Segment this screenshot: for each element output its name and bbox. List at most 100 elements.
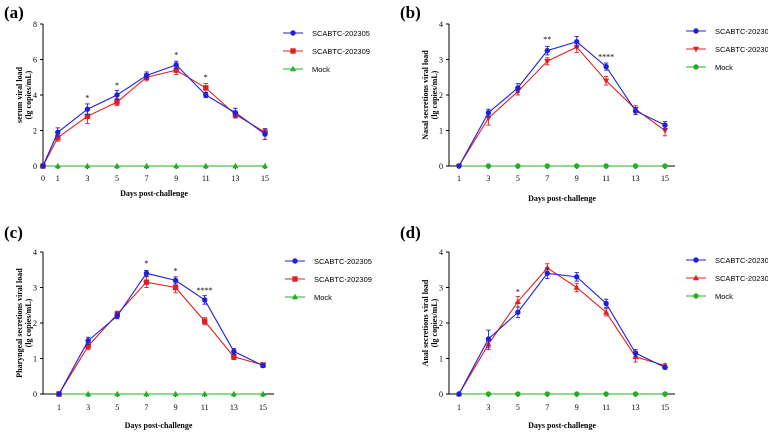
data-point bbox=[261, 162, 269, 169]
significance-label: * bbox=[174, 266, 178, 275]
data-point bbox=[632, 108, 639, 114]
legend-marker bbox=[289, 65, 297, 72]
data-point bbox=[231, 348, 237, 355]
x-tick-label: 5 bbox=[516, 403, 520, 412]
data-point bbox=[515, 391, 521, 397]
series-line bbox=[458, 46, 666, 167]
data-point bbox=[574, 391, 580, 397]
x-tick-label: 15 bbox=[661, 403, 669, 412]
data-point bbox=[56, 391, 62, 397]
significance-label: * bbox=[85, 93, 89, 102]
data-point bbox=[515, 309, 521, 316]
legend-marker bbox=[693, 293, 699, 299]
x-tick-label: 9 bbox=[174, 403, 178, 412]
x-tick-label: 13 bbox=[632, 174, 640, 183]
legend-marker bbox=[291, 293, 299, 300]
y-tick-label: 3 bbox=[439, 284, 443, 293]
significance-label: * bbox=[144, 259, 148, 268]
x-tick-label: 9 bbox=[575, 174, 579, 183]
legend-label: SCABTC-202309 bbox=[314, 275, 372, 284]
legend-label: Mock bbox=[715, 292, 733, 301]
x-tick-label: 0 bbox=[41, 174, 45, 183]
y-tick-label: 0 bbox=[439, 162, 443, 171]
data-point bbox=[662, 391, 668, 397]
x-tick-label: 9 bbox=[174, 174, 178, 183]
data-point bbox=[632, 163, 639, 169]
y-tick-label: 4 bbox=[33, 91, 37, 100]
data-point bbox=[544, 391, 550, 397]
y-tick-label: 8 bbox=[33, 20, 37, 29]
significance-label: **** bbox=[197, 286, 213, 295]
data-point bbox=[143, 390, 150, 397]
x-tick-label: 13 bbox=[632, 403, 640, 412]
data-point bbox=[662, 163, 668, 169]
data-point bbox=[485, 115, 492, 122]
data-point bbox=[456, 163, 462, 169]
y-tick-label: 0 bbox=[33, 162, 37, 171]
data-point bbox=[143, 270, 150, 276]
data-point bbox=[262, 131, 268, 137]
x-tick-label: 3 bbox=[86, 403, 90, 412]
data-point bbox=[515, 85, 521, 91]
x-tick-label: 11 bbox=[202, 174, 210, 183]
y-tick-label: 6 bbox=[33, 56, 37, 65]
data-point bbox=[544, 163, 550, 169]
data-point bbox=[661, 128, 669, 134]
data-point bbox=[113, 162, 121, 169]
y-axis-title-units: (lg copies/mL) bbox=[430, 70, 439, 119]
data-point bbox=[485, 336, 492, 342]
legend-label: SCABTC-202305 bbox=[312, 29, 370, 38]
legend-marker bbox=[692, 274, 700, 281]
data-point bbox=[603, 391, 609, 397]
legend: SCABTC-202305 SCABTC-202309 Mock bbox=[686, 256, 768, 301]
data-point bbox=[662, 364, 668, 371]
panel-label: (c) bbox=[4, 223, 23, 242]
data-point bbox=[84, 106, 91, 112]
series-line bbox=[458, 272, 666, 395]
x-tick-label: 15 bbox=[661, 174, 669, 183]
data-point bbox=[662, 122, 668, 128]
y-tick-label: 4 bbox=[33, 248, 37, 257]
significance-label: * bbox=[174, 51, 178, 60]
data-point bbox=[143, 72, 150, 79]
data-point bbox=[485, 163, 492, 169]
y-tick-label: 0 bbox=[439, 390, 443, 399]
data-point bbox=[85, 338, 91, 344]
data-point bbox=[544, 270, 550, 276]
data-point bbox=[573, 284, 580, 290]
x-tick-label: 7 bbox=[545, 174, 549, 183]
y-tick-label: 0 bbox=[33, 390, 37, 399]
x-tick-label: 1 bbox=[457, 174, 461, 183]
data-point bbox=[485, 391, 492, 397]
x-tick-label: 1 bbox=[56, 174, 60, 183]
x-axis-title: Days post-challenge bbox=[125, 421, 193, 430]
y-axis-title-units: (lg copies/mL) bbox=[430, 298, 439, 347]
data-point bbox=[172, 277, 179, 284]
legend-label: SCABTC-202309 bbox=[312, 47, 370, 56]
y-tick-label: 4 bbox=[439, 20, 443, 29]
legend-marker bbox=[693, 64, 699, 70]
legend-marker bbox=[692, 46, 700, 53]
panel-label: (b) bbox=[400, 3, 421, 22]
significance-label: **** bbox=[598, 53, 614, 62]
x-tick-label: 13 bbox=[231, 174, 239, 183]
data-point bbox=[514, 298, 521, 304]
y-tick-label: 2 bbox=[439, 91, 443, 100]
x-tick-label: 7 bbox=[145, 174, 149, 183]
y-tick-label: 2 bbox=[439, 319, 443, 328]
y-tick-label: 1 bbox=[439, 127, 443, 136]
y-tick-label: 4 bbox=[439, 248, 443, 257]
data-point bbox=[230, 390, 237, 397]
data-point bbox=[203, 92, 209, 98]
legend-marker bbox=[693, 257, 699, 263]
legend-label: SCABTC-202305 bbox=[715, 27, 768, 36]
legend-label: SCABTC-202309 bbox=[715, 274, 768, 283]
x-tick-label: 15 bbox=[259, 403, 267, 412]
x-tick-label: 13 bbox=[230, 403, 238, 412]
data-point bbox=[515, 163, 521, 169]
data-point bbox=[603, 300, 609, 307]
data-point bbox=[114, 99, 120, 105]
legend-label: SCABTC-202305 bbox=[715, 256, 768, 265]
y-axis-title-units: (lg copies/mL) bbox=[24, 70, 33, 119]
